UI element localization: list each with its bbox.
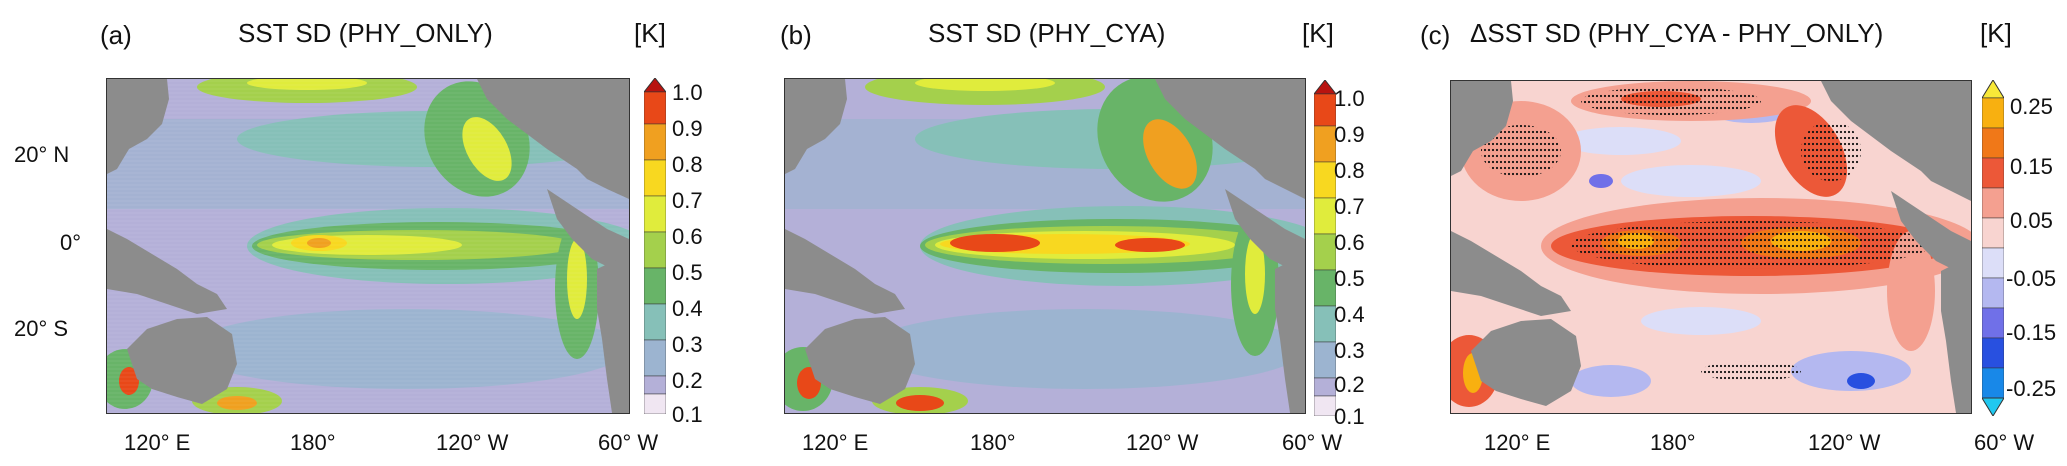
south-america [597, 254, 629, 413]
cbar-a-label-1.0: 1.0 [672, 80, 703, 105]
cbar-a-label-0.8: 0.8 [672, 152, 703, 177]
panel-c-map [1450, 80, 1972, 414]
cbar-b-label-0.5: 0.5 [1334, 266, 1365, 291]
south-blue-core [1847, 373, 1875, 389]
cbar-over-triangle [642, 77, 668, 93]
panel-a-lon-120w: 120° W [436, 430, 509, 455]
cbar-b-label-0.6: 0.6 [1334, 230, 1365, 255]
cbar-c-label-0.15: 0.15 [2010, 154, 2053, 179]
panel-b-map [784, 78, 1306, 414]
significance-stipple-south [1701, 361, 1801, 381]
cbar-b-label-1.0: 1.0 [1334, 86, 1365, 111]
cbar-b-label-0.2: 0.2 [1334, 372, 1365, 397]
cbar-over-triangle [1981, 79, 2005, 99]
asia-landmass [107, 79, 169, 174]
cbar-a-label-0.9: 0.9 [672, 116, 703, 141]
significance-stipple-north [1581, 87, 1761, 115]
lat-label-20s: 20° S [14, 316, 69, 341]
cbar-a-label-0.3: 0.3 [672, 332, 703, 357]
south-blue-patch-3 [1571, 365, 1651, 397]
equatorial-core-west [950, 234, 1040, 252]
cbar-b-label-0.1: 0.1 [1334, 404, 1365, 429]
panel-b-lon-120e: 120° E [802, 430, 869, 455]
australia [1471, 319, 1581, 406]
cbar-c-label--0.15: -0.15 [2006, 320, 2057, 345]
panel-c-lon-120w: 120° W [1808, 430, 1881, 455]
cbar-a-label-0.6: 0.6 [672, 224, 703, 249]
panel-c-lon-120e: 120° E [1484, 430, 1551, 455]
australia [805, 317, 915, 404]
cbar-over-triangle [1312, 79, 1338, 95]
panel-b-lon-120w: 120° W [1126, 430, 1199, 455]
cbar-a-label-0.4: 0.4 [672, 296, 703, 321]
south-band [865, 309, 1305, 389]
panel-a-unit: [K] [634, 18, 666, 48]
australia [127, 317, 237, 404]
panel-c-lon-60w: 60° W [1974, 430, 2035, 455]
panel-a-colorbar [642, 77, 668, 415]
maritime-continent [107, 229, 227, 314]
cbar-a-label-0.7: 0.7 [672, 188, 703, 213]
significance-stipple-equator [1571, 221, 1931, 269]
north-blue-core [1589, 174, 1613, 188]
cbar-c-label--0.25: -0.25 [2006, 376, 2057, 401]
kuroshio-core [915, 79, 1055, 91]
cbar-b-label-0.8: 0.8 [1334, 158, 1365, 183]
panel-c-unit: [K] [1980, 18, 2012, 48]
asia-landmass [1451, 81, 1513, 176]
panel-a-map [106, 78, 630, 414]
panel-c-colorbar [1981, 79, 2005, 417]
south-blue-patch-2 [1791, 351, 1911, 391]
cbar-c-label--0.05: -0.05 [2006, 266, 2057, 291]
panel-a-lon-120e: 120° E [124, 430, 191, 455]
lat-label-20n: 20° N [14, 142, 70, 167]
cbar-b-label-0.7: 0.7 [1334, 194, 1365, 219]
panel-a-title: SST SD (PHY_ONLY) [238, 18, 493, 48]
central-america [547, 189, 629, 279]
panel-b-lon-180: 180° [970, 430, 1016, 455]
significance-stipple-west [1481, 125, 1561, 177]
cbar-a-label-0.5: 0.5 [672, 260, 703, 285]
significance-stipple-california [1801, 121, 1861, 181]
maritime-continent [1451, 231, 1571, 316]
panel-c-lon-180: 180° [1650, 430, 1696, 455]
panel-b-title: SST SD (PHY_CYA) [928, 18, 1166, 48]
asia-landmass [785, 79, 847, 174]
california-core [1143, 119, 1197, 189]
north-america [1821, 81, 1971, 201]
panel-a-letter: (a) [100, 20, 132, 50]
equatorial-core-east [1115, 238, 1185, 252]
peru-core [1245, 234, 1265, 314]
panel-c-letter: (c) [1420, 20, 1451, 50]
panel-b-letter: (b) [780, 20, 812, 50]
north-blue-patch [1561, 127, 1681, 155]
cbar-under-triangle [1981, 397, 2005, 417]
south-blue-patch [1641, 307, 1761, 335]
lat-label-0: 0° [60, 230, 82, 255]
panel-b-unit: [K] [1302, 18, 1334, 48]
tasman-core [896, 395, 944, 411]
south-america [1941, 256, 1971, 413]
cbar-a-label-0.2: 0.2 [672, 368, 703, 393]
central-america [1225, 189, 1305, 279]
panel-c-title: ΔSST SD (PHY_CYA - PHY_ONLY) [1470, 18, 1884, 48]
central-america [1891, 191, 1971, 281]
panel-b-lon-60w: 60° W [1282, 430, 1343, 455]
cbar-b-label-0.9: 0.9 [1334, 122, 1365, 147]
south-america [1275, 254, 1305, 413]
north-blue-patch-2 [1621, 165, 1761, 197]
peru-red [1887, 231, 1935, 351]
cbar-c-label-0.05: 0.05 [2010, 208, 2053, 233]
north-america [477, 79, 629, 199]
cbar-b-label-0.4: 0.4 [1334, 302, 1365, 327]
maritime-continent [785, 229, 905, 314]
cbar-b-label-0.3: 0.3 [1334, 338, 1365, 363]
cbar-a-label-0.1: 0.1 [672, 402, 703, 427]
panel-a-lon-180: 180° [290, 430, 336, 455]
panel-b-colorbar [1312, 79, 1338, 417]
panel-a-lon-60w: 60° W [598, 430, 659, 455]
north-america [1155, 79, 1305, 199]
cbar-c-label-0.25: 0.25 [2010, 94, 2053, 119]
